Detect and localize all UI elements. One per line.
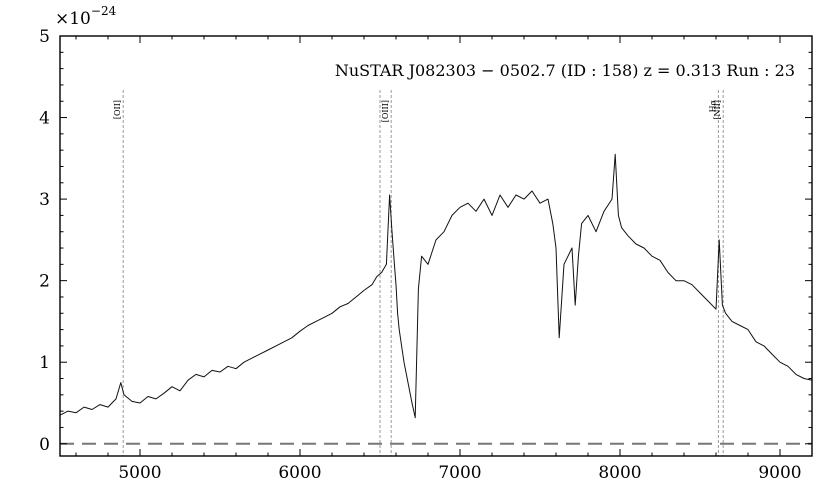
y-tick-label: 3 (39, 190, 50, 210)
x-tick-label: 8000 (598, 463, 641, 483)
emission-line-label: [NII] (713, 100, 722, 120)
y-tick-label: 5 (39, 27, 50, 47)
emission-line-label: Hα (708, 99, 717, 112)
x-tick-label: 7000 (438, 463, 481, 483)
y-tick-label: 1 (39, 353, 50, 373)
y-tick-label: 4 (39, 109, 50, 129)
y-tick-label: 2 (39, 272, 50, 292)
spectrum-annotation: NuSTAR J082303 − 0502.7 (ID : 158) z = 0… (335, 61, 795, 80)
emission-line-label: [OIII] (381, 100, 390, 122)
y-axis-multiplier: ×10−24 (55, 4, 117, 29)
emission-lines-layer: [OII] [OIII] Hα[NII] (113, 90, 724, 456)
y-tick-label: 0 (39, 435, 50, 455)
x-tick-label: 6000 (278, 463, 321, 483)
x-tick-label: 5000 (118, 463, 161, 483)
spectrum-line (59, 153, 813, 419)
plot-frame (59, 35, 813, 457)
y-multiplier-exponent: −24 (91, 4, 117, 18)
emission-line-label: [OII] (113, 100, 122, 119)
ticks-layer: 5000 6000 7000 8000 9000 0 1 2 3 4 5 (39, 27, 813, 483)
y-multiplier-base: ×10 (55, 9, 91, 29)
x-tick-label: 9000 (758, 463, 801, 483)
